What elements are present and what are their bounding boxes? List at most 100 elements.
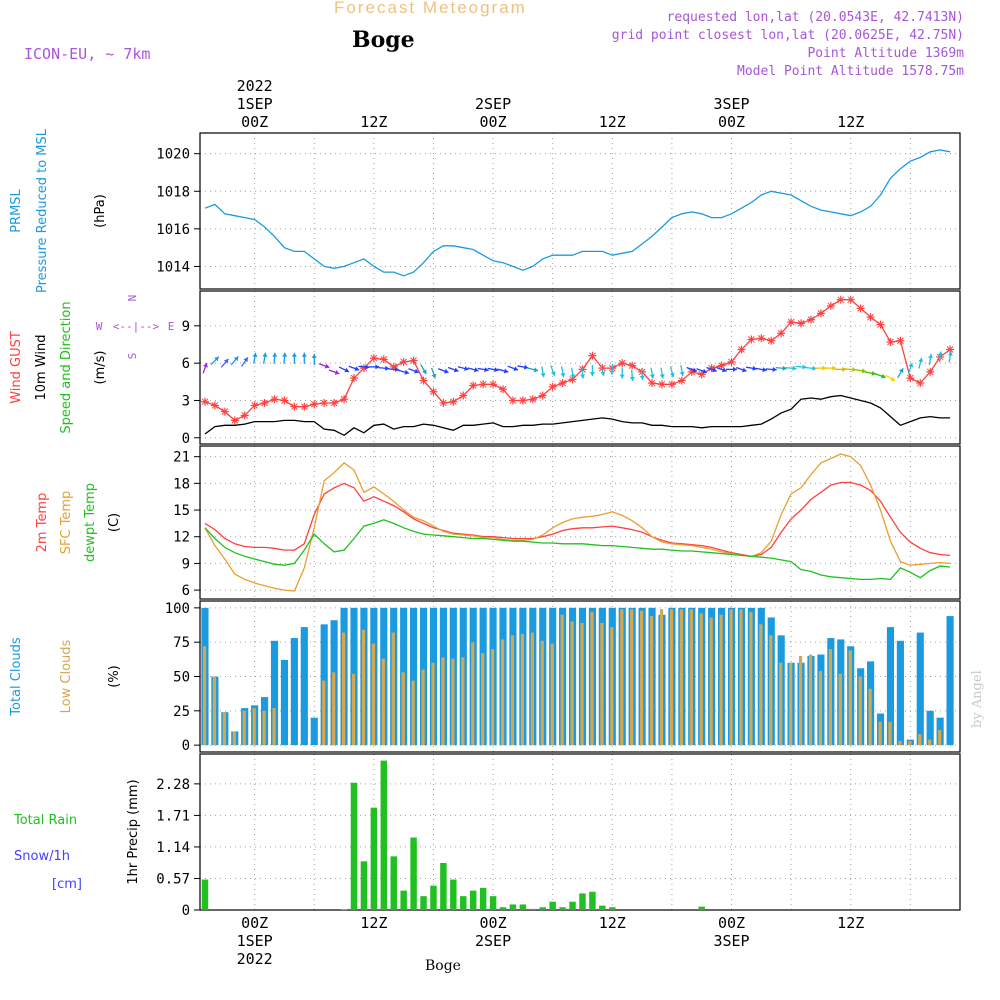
wind-arrow-head [881, 373, 886, 379]
wind-arrow-head [414, 368, 419, 374]
gust-marker [836, 295, 845, 304]
wind-arrow [318, 363, 330, 369]
gust-marker [906, 374, 915, 383]
gust-marker-d2 [748, 336, 755, 343]
bar-low-clouds [530, 632, 534, 746]
axis-label-clouds: Total Clouds [9, 637, 24, 717]
gust-marker-d2 [549, 383, 557, 391]
gust-marker-d2 [340, 395, 348, 403]
axis-label-pressure: Pressure Reduced to MSL [35, 128, 50, 293]
bar-low-clouds [938, 730, 942, 746]
wind-arrow [679, 365, 685, 377]
gust-marker-d2 [618, 359, 626, 367]
bar-rain [499, 907, 507, 910]
bar-low-clouds [361, 629, 366, 746]
gust-marker [518, 396, 527, 405]
gust-marker-d2 [499, 385, 507, 393]
gust-marker [717, 361, 726, 370]
requested-coords: requested lon,lat (20.0543E, 42.7413N) [666, 10, 964, 25]
bar-low-clouds [431, 662, 435, 746]
gust-marker [538, 391, 547, 400]
gust-marker [330, 398, 339, 407]
wind-arrow-head [375, 364, 380, 370]
bar-low-clouds [749, 611, 753, 746]
wind-arrow-head [550, 371, 556, 376]
gust-marker-d2 [897, 337, 904, 345]
bar-rain [400, 890, 407, 910]
bar-low-clouds [818, 671, 823, 746]
wind-arrow [745, 365, 757, 371]
wind-arrow-head [570, 374, 576, 379]
gust-marker-d2 [529, 395, 537, 403]
gust-marker-d2 [221, 408, 229, 416]
wind-arrow-head [344, 367, 349, 373]
gust-marker-d2 [489, 380, 497, 388]
wind-arrow-head [311, 353, 317, 358]
time-label-top: 00Z [241, 113, 268, 131]
bar-low-clouds [848, 650, 852, 746]
bar-rain [420, 896, 427, 910]
wind-arrow [241, 357, 249, 367]
ytick-label: 12 [173, 530, 190, 546]
wind-arrow [378, 365, 390, 371]
gust-marker-d2 [926, 368, 934, 376]
bar-rain [509, 904, 517, 910]
time-label-bottom: 3SEP [713, 932, 749, 950]
gust-marker-d2 [946, 346, 954, 353]
gridpoint-coords: grid point closest lon,lat (20.0625E, 42… [611, 28, 964, 43]
wind-arrow [272, 352, 278, 364]
wind-arrow-head [692, 367, 697, 373]
gust-marker-d2 [459, 392, 467, 399]
wind-arrow [589, 365, 595, 377]
time-label-bottom: 12Z [837, 914, 864, 932]
wind-arrow [947, 351, 953, 363]
wind-arrow [580, 367, 586, 379]
ytick-label: 1020 [156, 147, 190, 163]
gust-marker [618, 359, 627, 368]
gust-marker [479, 380, 488, 389]
wind-arrow-head [464, 366, 469, 371]
bar-low-clouds [550, 643, 554, 746]
wind-arrow-head [832, 365, 837, 371]
wind-arrow-head [272, 352, 278, 357]
gust-marker [349, 374, 358, 383]
gust-marker [260, 398, 269, 407]
gust-marker-d2 [827, 302, 835, 310]
gust-marker [657, 380, 666, 389]
bar-total-clouds [290, 638, 298, 746]
compass-w: W [96, 320, 103, 333]
gust-marker-d2 [420, 377, 427, 384]
bar-total-clouds [310, 717, 318, 746]
wind-arrow [210, 356, 220, 366]
bar-low-clouds [481, 653, 485, 746]
compass-n: N [126, 295, 139, 302]
precip-label-mm: 1hr Precip (mm) [126, 779, 141, 884]
bar-low-clouds [242, 710, 246, 746]
gust-marker-d2 [807, 316, 815, 323]
compass-e: E [168, 320, 175, 333]
wind-arrow-head [395, 367, 400, 372]
bar-low-clouds [252, 708, 256, 746]
time-label-bottom: 00Z [480, 914, 507, 932]
wind-arrow-head [918, 357, 924, 363]
bar-low-clouds [620, 609, 624, 746]
gust-marker [797, 319, 806, 328]
bar-low-clouds [262, 710, 266, 746]
ytick-label: 0 [182, 431, 190, 447]
bar-total-clouds [946, 616, 954, 746]
bar-total-clouds [916, 632, 924, 746]
gust-marker [816, 309, 825, 318]
gust-marker-d2 [479, 380, 487, 388]
bar-rain [489, 896, 497, 910]
wind-arrow [716, 366, 727, 373]
wind-arrow [855, 368, 867, 374]
wind-arrow-head [354, 366, 360, 371]
wind-arrow-head [589, 372, 595, 377]
axis-label-temperature: 2m Temp [35, 493, 50, 553]
gust-marker [250, 401, 259, 410]
wind-arrow [805, 365, 817, 371]
wind-arrow [937, 351, 943, 363]
bar-total-clouds [300, 627, 308, 746]
panel-temperature: 6 9 12 15 18 21 [173, 445, 961, 600]
bar-low-clouds [202, 646, 207, 746]
